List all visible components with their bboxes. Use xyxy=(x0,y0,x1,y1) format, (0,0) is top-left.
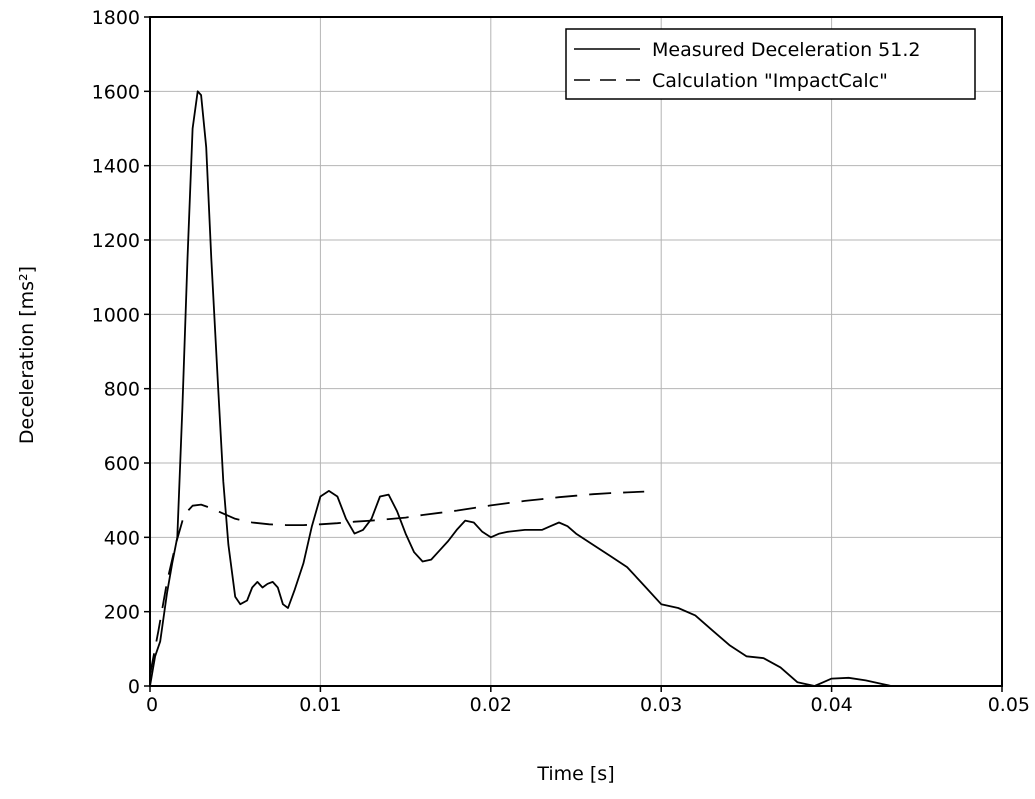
x-axis-ticks: 0 0.01 0.02 0.03 0.04 0.05 xyxy=(146,686,1030,716)
y-tick-label: 200 xyxy=(104,602,140,624)
y-tick-label: 600 xyxy=(104,453,140,475)
y-tick-label: 0 xyxy=(128,676,140,698)
y-tick-label: 1200 xyxy=(92,230,140,252)
y-tick-label: 800 xyxy=(104,379,140,401)
x-tick-label: 0.04 xyxy=(810,694,852,716)
x-tick-label: 0.05 xyxy=(988,694,1030,716)
y-tick-label: 1600 xyxy=(92,81,140,103)
x-tick-label: 0.03 xyxy=(640,694,682,716)
x-tick-label: 0 xyxy=(146,694,158,716)
x-tick-label: 0.01 xyxy=(299,694,341,716)
plot-area-border xyxy=(149,16,1003,687)
legend: Measured Deceleration 51.2 Calculation "… xyxy=(565,28,976,100)
y-tick-label: 1000 xyxy=(92,304,140,326)
legend-box xyxy=(565,28,976,100)
plot-frame xyxy=(149,16,1003,687)
series-line-measured xyxy=(149,90,1002,687)
y-axis-title: Deceleration [ms²] xyxy=(16,266,38,444)
y-tick-label: 1400 xyxy=(92,156,140,178)
series-line-calculation xyxy=(149,490,645,676)
series-layer xyxy=(149,90,1002,687)
legend-label-measured: Measured Deceleration 51.2 xyxy=(652,39,920,61)
legend-label-calculation: Calculation "ImpactCalc" xyxy=(652,70,888,92)
y-tick-label: 400 xyxy=(104,527,140,549)
y-axis-ticks: 0 200 400 600 800 1000 1200 1400 1600 1800 xyxy=(92,7,150,698)
x-tick-label: 0.02 xyxy=(470,694,512,716)
grid-lines xyxy=(150,17,1002,686)
x-axis-title: Time [s] xyxy=(536,763,614,785)
y-tick-label: 1800 xyxy=(92,7,140,29)
